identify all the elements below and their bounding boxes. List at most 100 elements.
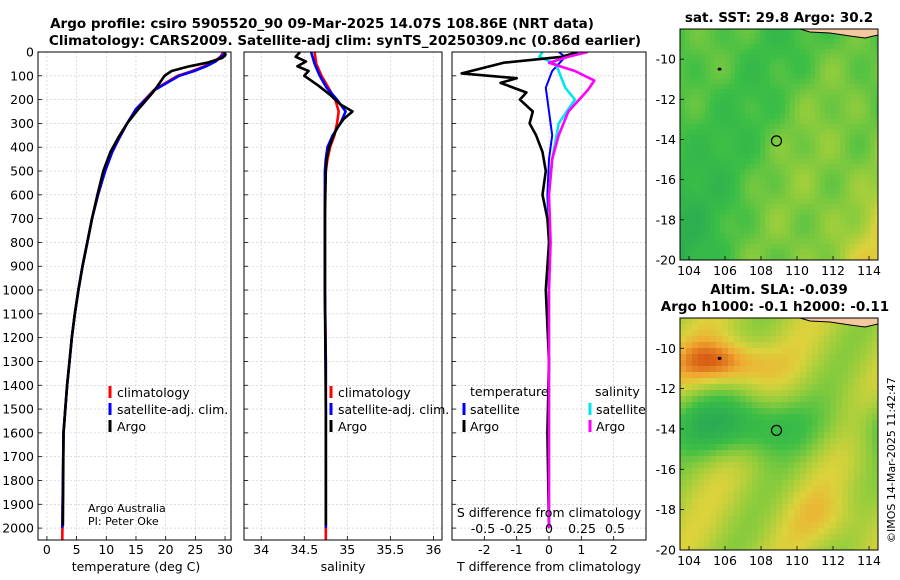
heatmap-cell — [825, 244, 831, 250]
heatmap-cell — [716, 468, 723, 475]
heatmap-cell — [800, 164, 806, 170]
legend-label-argo: Argo — [117, 419, 146, 434]
heatmap-cell — [866, 330, 873, 337]
heatmap-cell — [830, 384, 837, 391]
heatmap-cell — [680, 194, 686, 200]
heatmap-cell — [825, 59, 831, 65]
heatmap-cell — [830, 492, 837, 499]
heatmap-cell — [845, 74, 851, 80]
depth-tick-label: 1700 — [2, 449, 34, 464]
heatmap-cell — [860, 516, 867, 523]
heatmap-cell — [680, 239, 686, 245]
heatmap-cell — [735, 149, 741, 155]
heatmap-cell — [746, 342, 753, 349]
heatmap-cell — [815, 129, 821, 135]
heatmap-cell — [800, 84, 806, 90]
heatmap-cell — [734, 480, 741, 487]
heatmap-cell — [685, 164, 691, 170]
heatmap-cell — [848, 432, 855, 439]
heatmap-cell — [695, 194, 701, 200]
heatmap-cell — [790, 124, 796, 130]
heatmap-cell — [730, 124, 736, 130]
heatmap-cell — [755, 214, 761, 220]
heatmap-cell — [875, 119, 878, 125]
heatmap-cell — [825, 254, 831, 260]
heatmap-cell — [860, 184, 866, 190]
heatmap-cell — [830, 402, 837, 409]
heatmap-cell — [722, 480, 729, 487]
heatmap-cell — [805, 199, 811, 205]
heatmap-cell — [752, 510, 759, 517]
heatmap-cell — [740, 89, 746, 95]
heatmap-cell — [790, 104, 796, 110]
heatmap-cell — [860, 534, 867, 541]
heatmap-cell — [818, 342, 825, 349]
heatmap-cell — [764, 432, 771, 439]
heatmap-cell — [810, 234, 816, 240]
heatmap-cell — [700, 104, 706, 110]
heatmap-cell — [745, 169, 751, 175]
heatmap-cell — [685, 129, 691, 135]
heatmap-cell — [860, 510, 867, 517]
heatmap-cell — [686, 486, 693, 493]
heatmap-cell — [745, 139, 751, 145]
heatmap-cell — [840, 114, 846, 120]
heatmap-cell — [710, 109, 716, 115]
heatmap-cell — [752, 534, 759, 541]
heatmap-cell — [764, 516, 771, 523]
heatmap-cell — [690, 69, 696, 75]
heatmap-cell — [752, 504, 759, 511]
heatmap-cell — [830, 104, 836, 110]
heatmap-cell — [700, 49, 706, 55]
heatmap-cell — [818, 504, 825, 511]
heatmap-cell — [715, 129, 721, 135]
heatmap-cell — [850, 199, 856, 205]
heatmap-cell — [788, 534, 795, 541]
heatmap-cell — [698, 498, 705, 505]
heatmap-cell — [788, 486, 795, 493]
heatmap-cell — [746, 330, 753, 337]
heatmap-cell — [745, 109, 751, 115]
heatmap-cell — [795, 29, 801, 35]
heatmap-cell — [870, 184, 876, 190]
heatmap-cell — [780, 159, 786, 165]
heatmap-cell — [692, 402, 699, 409]
heatmap-cell — [698, 474, 705, 481]
heatmap-cell — [835, 154, 841, 160]
heatmap-cell — [875, 249, 878, 255]
heatmap-cell — [800, 450, 807, 457]
heatmap-cell — [818, 384, 825, 391]
heatmap-cell — [705, 204, 711, 210]
heatmap-cell — [686, 498, 693, 505]
heatmap-cell — [794, 318, 801, 325]
heatmap-cell — [840, 149, 846, 155]
heatmap-cell — [830, 516, 837, 523]
heatmap-cell — [722, 516, 729, 523]
heatmap-cell — [800, 234, 806, 240]
heatmap-cell — [740, 378, 747, 385]
heatmap-cell — [785, 174, 791, 180]
heatmap-cell — [770, 510, 777, 517]
heatmap-cell — [842, 366, 849, 373]
heatmap-cell — [872, 336, 878, 343]
heatmap-cell — [775, 189, 781, 195]
heatmap-cell — [842, 402, 849, 409]
heatmap-cell — [806, 330, 813, 337]
heatmap-cell — [765, 234, 771, 240]
heatmap-cell — [755, 89, 761, 95]
heatmap-cell — [740, 79, 746, 85]
heatmap-cell — [710, 79, 716, 85]
heatmap-cell — [780, 229, 786, 235]
heatmap-cell — [720, 224, 726, 230]
temperature-lines — [61, 52, 227, 540]
heatmap-cell — [782, 324, 789, 331]
heatmap-cell — [855, 229, 861, 235]
heatmap-cell — [680, 109, 686, 115]
heatmap-cell — [795, 89, 801, 95]
heatmap-cell — [855, 254, 861, 260]
heatmap-cell — [854, 366, 861, 373]
heatmap-cell — [805, 109, 811, 115]
heatmap-cell — [722, 510, 729, 517]
heatmap-cell — [700, 99, 706, 105]
heatmap-cell — [704, 462, 711, 469]
